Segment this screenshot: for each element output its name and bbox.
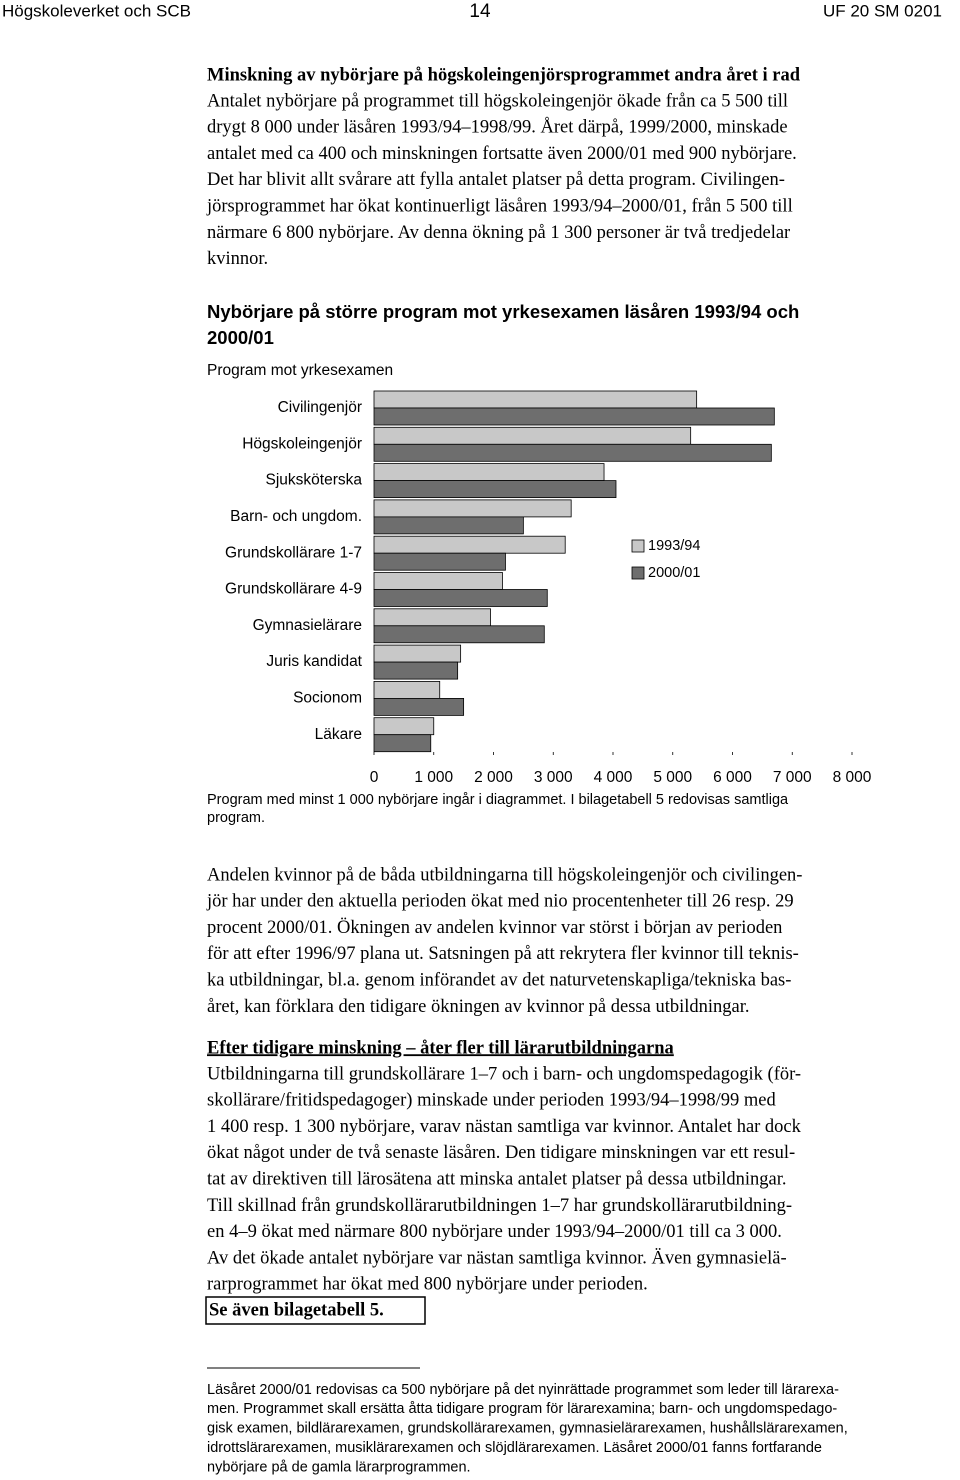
text-line: Antalet nybörjare på programmet till hög… xyxy=(207,91,788,111)
category-label: Grundskollärare 4-9 xyxy=(225,581,362,598)
bar xyxy=(373,717,435,736)
category-label: Barn- och ungdom. xyxy=(230,508,362,525)
category-label: Grundskollärare 1-7 xyxy=(225,544,362,561)
bar xyxy=(373,644,462,663)
text-line: kvinnor. xyxy=(207,249,268,269)
bar xyxy=(373,463,605,482)
text-line: 1 400 resp. 1 300 nybörjare, varav nästa… xyxy=(207,1117,802,1137)
bar xyxy=(373,589,548,607)
bar xyxy=(373,608,491,627)
category-label: Civilingenjör xyxy=(278,399,362,416)
text-line: idrottslärarexamen, musiklärarexamen och… xyxy=(207,1440,822,1456)
category-label: Gymnasielärare xyxy=(253,617,362,634)
bar xyxy=(373,681,441,699)
bar xyxy=(373,499,572,518)
header-right: UF 20 SM 0201 xyxy=(823,1,942,20)
link[interactable]: Se även bilagetabell 5. xyxy=(209,1300,384,1320)
link-box xyxy=(205,1296,426,1325)
category-axis-label: Program mot yrkesexamen xyxy=(207,362,393,379)
text-line: Utbildningarna till grundskollärare 1–7 … xyxy=(207,1064,801,1084)
text-line: skollärare/fritidspedagoger) minskade un… xyxy=(207,1091,776,1111)
legend-swatch xyxy=(631,566,645,580)
text-line: Det har blivit allt svårare att fylla an… xyxy=(207,170,785,190)
text-line: Av det ökade antalet nybörjare var nästa… xyxy=(207,1247,787,1268)
text-line: antalet med ca 400 och minskningen forts… xyxy=(207,144,797,164)
text-line: nybörjare på de gamla lärarprogrammen. xyxy=(207,1459,471,1475)
x-tick-label: 7 000 xyxy=(773,769,812,786)
x-tick-label: 6 000 xyxy=(713,769,752,786)
bar xyxy=(373,426,692,445)
bar xyxy=(373,535,566,554)
text-line: drygt 8 000 under läsåren 1993/94–1998/9… xyxy=(207,117,788,138)
legend-label: 1993/94 xyxy=(648,538,700,554)
bar xyxy=(373,443,772,462)
text-line: närmare 6 800 nybörjare. Av denna ökning… xyxy=(207,223,790,243)
section-heading: Minskning av nybörjare på högskoleingenj… xyxy=(207,65,801,85)
text-line: Andelen kvinnor på de båda utbildningarn… xyxy=(207,865,802,885)
text-line: procent 2000/01. Ökningen av andelen kvi… xyxy=(207,917,782,938)
bar xyxy=(373,516,524,535)
text-line: gisk examen, bildlärarexamen, grundskoll… xyxy=(207,1421,848,1437)
bar xyxy=(373,572,503,590)
text-line: en 4–9 ökat med närmare 800 nybörjare un… xyxy=(207,1222,782,1242)
x-tick-label: 4 000 xyxy=(594,769,633,786)
text-line: för att efter 1996/97 plana ut. Satsning… xyxy=(207,944,799,964)
bar xyxy=(373,552,506,571)
page-number: 14 xyxy=(469,1,491,22)
text-line: Läsåret 2000/01 redovisas ca 500 nybörja… xyxy=(207,1382,839,1398)
bar xyxy=(373,698,465,716)
text-line: Till skillnad från grundskollärarutbildn… xyxy=(207,1196,792,1216)
category-label: Socionom xyxy=(293,689,362,706)
chart-title: 2000/01 xyxy=(207,327,274,348)
bar xyxy=(373,734,432,753)
category-label: Sjuksköterska xyxy=(266,472,363,489)
section-heading: Efter tidigare minskning – åter fler til… xyxy=(207,1038,674,1058)
x-tick-label: 8 000 xyxy=(833,769,872,786)
x-tick-label: 5 000 xyxy=(653,769,692,786)
text-line: jör har under den aktuella perioden ökat… xyxy=(206,892,794,912)
category-label: Högskoleingenjör xyxy=(242,435,362,452)
text-line: tat av direktiven till lärosätena att mi… xyxy=(207,1169,787,1189)
category-label: Juris kandidat xyxy=(266,653,362,670)
text-line: ka utbildningar, bl.a. genom införandet … xyxy=(207,970,791,990)
text-line: ökat något under de två senaste läsåren.… xyxy=(207,1143,795,1163)
text-line: men. Programmet skall ersätta åtta tidig… xyxy=(207,1401,837,1417)
category-label: Läkare xyxy=(315,726,362,743)
bar xyxy=(373,407,775,426)
x-tick-label: 3 000 xyxy=(534,769,573,786)
chart-note: Program med minst 1 000 nybörjare ingår … xyxy=(207,792,789,808)
legend-swatch xyxy=(631,539,645,553)
bar xyxy=(373,480,617,499)
text-line: jörsprogrammet har ökat kontinuerligt lä… xyxy=(206,196,793,216)
text-line: året, kan förklara den tidigare ökningen… xyxy=(207,997,750,1017)
bar xyxy=(373,661,459,680)
chart-title: Nybörjare på större program mot yrkesexa… xyxy=(207,301,799,322)
bar xyxy=(373,390,698,409)
text-line: rarprogrammet har ökat med 800 nybörjare… xyxy=(207,1275,648,1295)
x-tick-label: 1 000 xyxy=(414,769,453,786)
header-left: Högskoleverket och SCB xyxy=(2,1,191,20)
legend-label: 2000/01 xyxy=(648,565,700,581)
x-tick-label: 0 xyxy=(370,769,379,786)
chart-note: program. xyxy=(207,810,265,826)
bar xyxy=(373,625,545,644)
x-tick-label: 2 000 xyxy=(474,769,513,786)
